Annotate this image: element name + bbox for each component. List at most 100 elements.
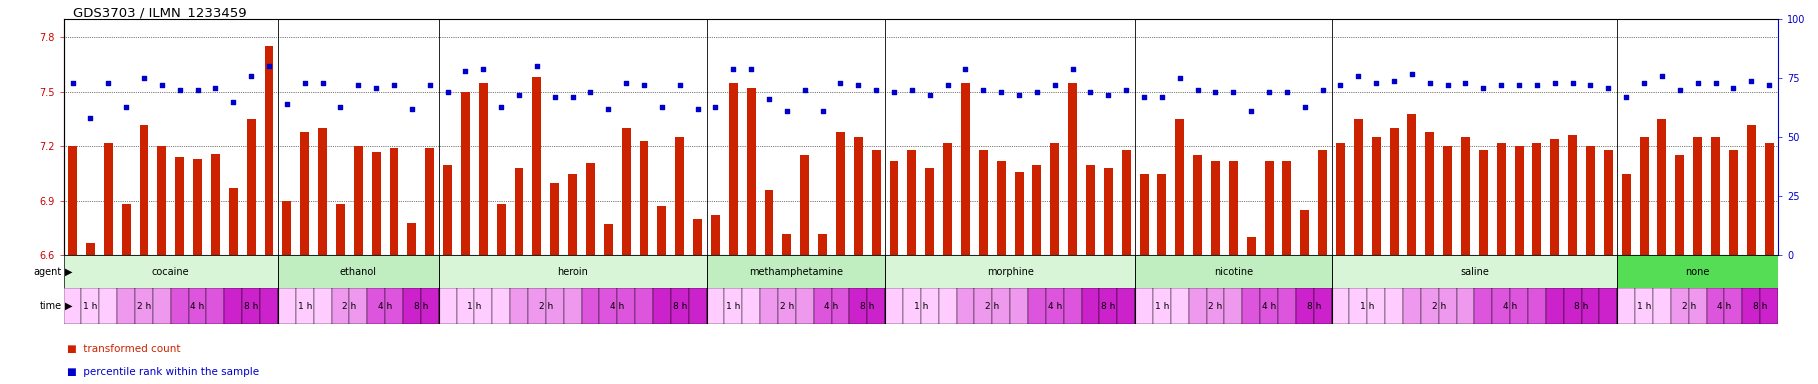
Bar: [296, 288, 315, 324]
Point: [1594, 84, 1623, 91]
Bar: [1622, 174, 1631, 255]
Point: [736, 66, 765, 72]
Bar: [1140, 174, 1149, 255]
Bar: [618, 288, 634, 324]
Bar: [367, 288, 385, 324]
Bar: [1545, 288, 1563, 324]
Bar: [920, 288, 938, 324]
Bar: [1462, 137, 1471, 255]
Text: 2 h: 2 h: [342, 302, 356, 311]
Point: [1540, 80, 1569, 86]
Text: GDS3703 / ILMN_1233459: GDS3703 / ILMN_1233459: [73, 6, 247, 19]
Bar: [1189, 288, 1207, 324]
Point: [862, 87, 891, 93]
Bar: [1676, 156, 1683, 255]
Bar: [278, 288, 296, 324]
Bar: [1514, 146, 1523, 255]
Bar: [993, 288, 1011, 324]
Point: [362, 84, 391, 91]
Point: [273, 101, 302, 107]
Bar: [67, 146, 76, 255]
Text: 2 h: 2 h: [780, 302, 794, 311]
Point: [914, 92, 944, 98]
Text: morphine: morphine: [987, 266, 1034, 277]
Bar: [1634, 288, 1653, 324]
Point: [1736, 78, 1765, 84]
Bar: [1493, 288, 1511, 324]
Text: time: time: [40, 301, 62, 311]
Bar: [747, 88, 756, 255]
Point: [522, 63, 551, 70]
Bar: [760, 288, 778, 324]
Point: [1380, 78, 1409, 84]
Bar: [1618, 288, 1634, 324]
Point: [791, 87, 820, 93]
Point: [380, 82, 409, 88]
Point: [487, 104, 516, 110]
Point: [898, 87, 927, 93]
Bar: [956, 288, 974, 324]
Text: 1 h: 1 h: [298, 302, 313, 311]
Point: [1647, 73, 1676, 79]
Point: [1505, 82, 1534, 88]
Text: 2 h: 2 h: [1431, 302, 1445, 311]
Text: 1 h: 1 h: [1154, 302, 1169, 311]
Bar: [1134, 288, 1153, 324]
Point: [969, 87, 998, 93]
Bar: [1314, 288, 1331, 324]
Bar: [724, 288, 742, 324]
Point: [1165, 75, 1194, 81]
Bar: [1296, 288, 1314, 324]
Point: [1469, 84, 1498, 91]
Bar: [85, 243, 95, 255]
Bar: [778, 288, 796, 324]
Point: [1184, 87, 1213, 93]
Bar: [1725, 288, 1742, 324]
Point: [1718, 84, 1747, 91]
Bar: [247, 119, 256, 255]
Bar: [1407, 114, 1416, 255]
Text: ▶: ▶: [65, 266, 73, 277]
Bar: [818, 233, 827, 255]
Bar: [265, 46, 273, 255]
Point: [1629, 80, 1658, 86]
Point: [184, 87, 213, 93]
Bar: [1389, 128, 1398, 255]
Bar: [1640, 137, 1649, 255]
Bar: [1260, 288, 1278, 324]
Bar: [782, 233, 791, 255]
Point: [218, 99, 247, 105]
Point: [200, 84, 229, 91]
Point: [1236, 108, 1265, 114]
Point: [880, 89, 909, 96]
Point: [291, 80, 320, 86]
Bar: [189, 288, 207, 324]
Bar: [1174, 119, 1184, 255]
Text: 2 h: 2 h: [1209, 302, 1222, 311]
Point: [933, 82, 962, 88]
Text: 4 h: 4 h: [1503, 302, 1518, 311]
Bar: [315, 288, 331, 324]
Point: [76, 115, 105, 121]
Bar: [1653, 288, 1671, 324]
Bar: [171, 288, 189, 324]
Bar: [1045, 288, 1064, 324]
Text: 4 h: 4 h: [1047, 302, 1062, 311]
Point: [1344, 73, 1373, 79]
Bar: [871, 150, 880, 255]
Bar: [674, 137, 684, 255]
Point: [469, 66, 498, 72]
Bar: [355, 146, 364, 255]
Bar: [640, 141, 649, 255]
Bar: [1158, 174, 1167, 255]
Bar: [153, 288, 171, 324]
Bar: [1300, 210, 1309, 255]
Bar: [1242, 288, 1260, 324]
Bar: [854, 137, 864, 255]
Bar: [407, 223, 416, 255]
Bar: [938, 288, 956, 324]
Bar: [1051, 143, 1060, 255]
Bar: [996, 161, 1005, 255]
Point: [344, 82, 373, 88]
Point: [95, 80, 124, 86]
